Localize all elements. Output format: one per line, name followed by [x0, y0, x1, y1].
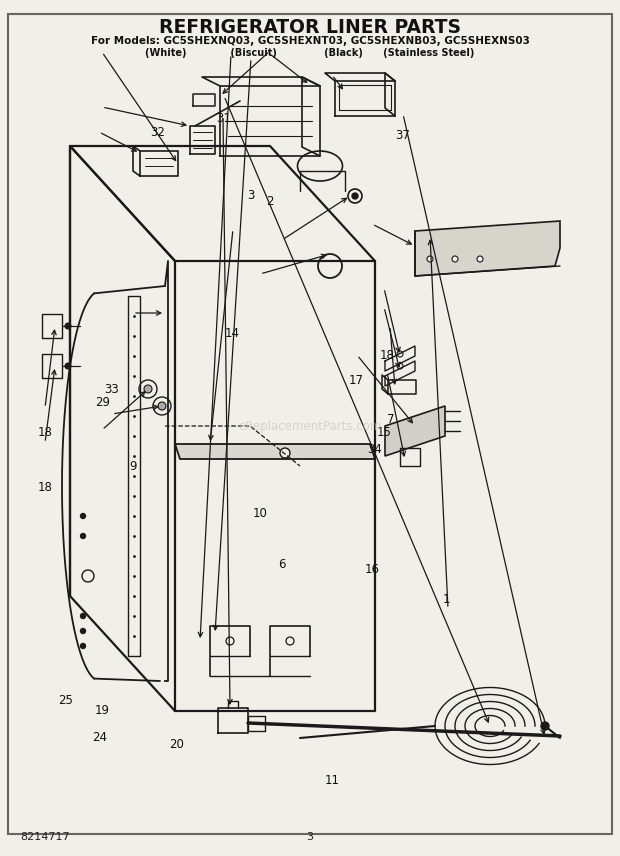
Text: eReplacementParts.com: eReplacementParts.com: [238, 419, 382, 432]
Text: 14: 14: [225, 327, 240, 341]
Text: 2: 2: [266, 194, 273, 208]
Text: 8214717: 8214717: [20, 832, 69, 842]
Text: 24: 24: [92, 731, 107, 745]
Circle shape: [452, 256, 458, 262]
Circle shape: [82, 570, 94, 582]
Text: 37: 37: [396, 128, 410, 142]
Circle shape: [541, 722, 549, 730]
Text: 15: 15: [377, 425, 392, 439]
Text: 18: 18: [380, 348, 395, 362]
Circle shape: [153, 397, 171, 415]
Polygon shape: [385, 406, 445, 456]
Circle shape: [286, 637, 294, 645]
Text: 18: 18: [38, 481, 53, 495]
Text: 11: 11: [324, 774, 339, 788]
Text: 25: 25: [58, 693, 73, 707]
Text: 16: 16: [365, 562, 379, 576]
Circle shape: [427, 256, 433, 262]
Circle shape: [65, 363, 71, 369]
Polygon shape: [175, 444, 375, 459]
Text: 7: 7: [387, 413, 394, 426]
Circle shape: [65, 323, 71, 329]
Text: 10: 10: [253, 507, 268, 520]
Text: 34: 34: [368, 443, 383, 456]
Circle shape: [318, 254, 342, 278]
Circle shape: [352, 193, 358, 199]
Ellipse shape: [298, 151, 342, 181]
Text: 9: 9: [130, 460, 137, 473]
Text: 31: 31: [216, 111, 231, 125]
Text: For Models: GC5SHEXNQ03, GC5SHEXNT03, GC5SHEXNB03, GC5SHEXNS03: For Models: GC5SHEXNQ03, GC5SHEXNT03, GC…: [91, 36, 529, 46]
Text: 20: 20: [169, 738, 184, 752]
Circle shape: [158, 402, 166, 410]
Circle shape: [81, 514, 86, 519]
Circle shape: [81, 614, 86, 619]
Text: 3: 3: [306, 832, 314, 842]
Text: 18: 18: [38, 425, 53, 439]
Circle shape: [397, 351, 403, 357]
Circle shape: [280, 448, 290, 458]
Text: 1: 1: [443, 592, 450, 606]
Circle shape: [144, 385, 152, 393]
Circle shape: [139, 380, 157, 398]
Circle shape: [226, 637, 234, 645]
Circle shape: [477, 256, 483, 262]
Text: 17: 17: [349, 374, 364, 388]
Text: 29: 29: [95, 395, 110, 409]
Polygon shape: [415, 221, 560, 276]
Text: (White)             (Biscuit)              (Black)      (Stainless Steel): (White) (Biscuit) (Black) (Stainless Ste…: [145, 48, 475, 58]
Circle shape: [397, 363, 403, 369]
Circle shape: [81, 644, 86, 649]
Text: 19: 19: [95, 704, 110, 717]
Text: 33: 33: [104, 383, 119, 396]
Text: 6: 6: [278, 558, 286, 572]
Text: 3: 3: [247, 188, 255, 202]
Circle shape: [81, 533, 86, 538]
Circle shape: [348, 189, 362, 203]
Text: REFRIGERATOR LINER PARTS: REFRIGERATOR LINER PARTS: [159, 18, 461, 37]
Text: 32: 32: [151, 126, 166, 140]
Circle shape: [81, 628, 86, 633]
